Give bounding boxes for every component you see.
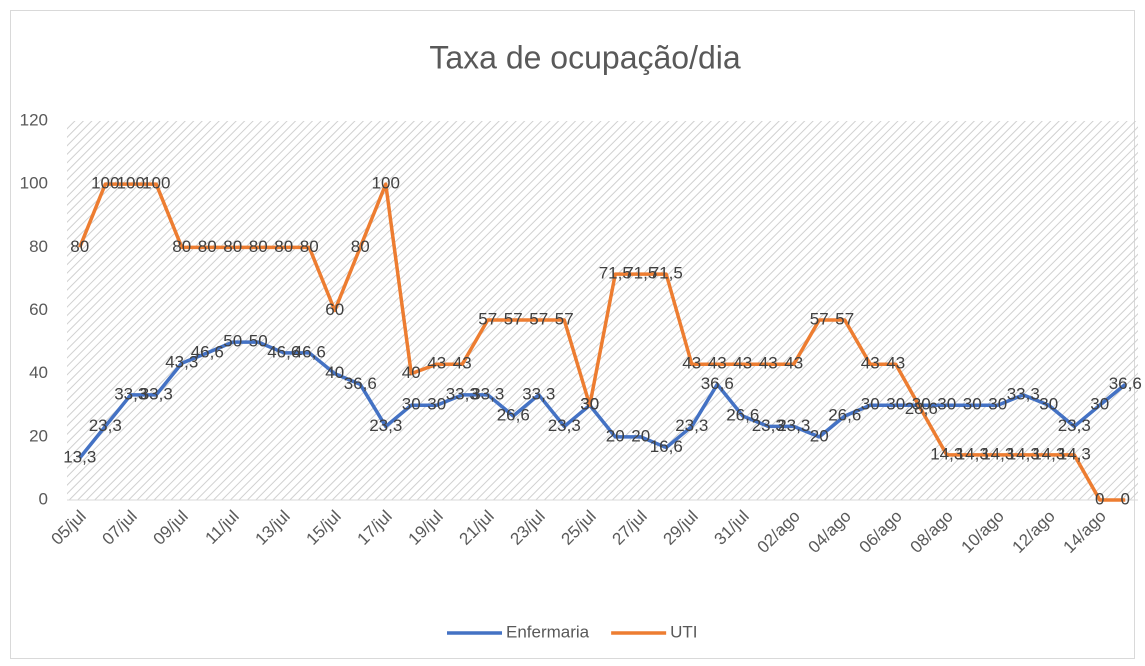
data-label: 40 bbox=[402, 363, 421, 382]
data-label: 60 bbox=[325, 300, 344, 319]
data-label: 43,3 bbox=[165, 353, 198, 372]
legend-label: UTI bbox=[670, 622, 697, 641]
data-label: 20 bbox=[606, 426, 625, 445]
data-label: 80 bbox=[172, 237, 191, 256]
data-label: 80 bbox=[300, 237, 319, 256]
data-label: 57 bbox=[478, 309, 497, 328]
data-label: 13,3 bbox=[63, 447, 96, 466]
data-label: 30 bbox=[912, 395, 931, 414]
data-label: 33,3 bbox=[471, 384, 504, 403]
data-label: 23,3 bbox=[675, 416, 708, 435]
data-label: 30 bbox=[988, 395, 1007, 414]
data-label: 71,5 bbox=[624, 264, 657, 283]
data-label: 23,3 bbox=[752, 416, 785, 435]
data-label: 30 bbox=[963, 395, 982, 414]
data-label: 46,6 bbox=[267, 342, 300, 361]
data-label: 30 bbox=[580, 395, 599, 414]
data-label: 23,3 bbox=[89, 416, 122, 435]
data-label: 80 bbox=[274, 237, 293, 256]
data-label: 43 bbox=[861, 354, 880, 373]
data-label: 33,3 bbox=[1007, 384, 1040, 403]
data-label: 30 bbox=[937, 395, 956, 414]
legend-label: Enfermaria bbox=[506, 622, 590, 641]
data-label: 80 bbox=[249, 237, 268, 256]
data-label: 57 bbox=[555, 309, 574, 328]
data-label: 43 bbox=[708, 354, 727, 373]
data-label: 100 bbox=[91, 174, 119, 193]
data-label: 100 bbox=[117, 174, 145, 193]
data-label: 30 bbox=[580, 395, 599, 414]
data-label: 80 bbox=[223, 237, 242, 256]
series-line bbox=[78, 182, 1126, 502]
data-label: 14,3 bbox=[1007, 444, 1040, 463]
data-label: 46,6 bbox=[293, 342, 326, 361]
data-label: 14,3 bbox=[981, 444, 1014, 463]
plot-area bbox=[67, 121, 1138, 500]
data-label: 43 bbox=[784, 354, 803, 373]
data-label: 14,3 bbox=[1058, 444, 1091, 463]
data-label: 43 bbox=[759, 354, 778, 373]
y-tick-label: 20 bbox=[29, 426, 48, 445]
data-label: 0 bbox=[1095, 489, 1104, 508]
data-label: 20 bbox=[631, 426, 650, 445]
data-label: 46,6 bbox=[191, 342, 224, 361]
data-label: 33,3 bbox=[140, 384, 173, 403]
series-line bbox=[78, 340, 1127, 460]
y-tick-label: 120 bbox=[20, 110, 48, 129]
data-label: 57 bbox=[835, 309, 854, 328]
y-tick-label: 40 bbox=[29, 363, 48, 382]
data-label: 36,6 bbox=[344, 374, 377, 393]
data-label: 43 bbox=[427, 354, 446, 373]
data-label: 16,6 bbox=[650, 437, 683, 456]
data-label: 50 bbox=[223, 332, 242, 351]
data-label: 30 bbox=[427, 395, 446, 414]
data-label: 30 bbox=[861, 395, 880, 414]
data-label: 26,6 bbox=[497, 405, 530, 424]
data-label: 71,5 bbox=[650, 264, 683, 283]
data-label: 30 bbox=[1039, 395, 1058, 414]
data-label: 36,6 bbox=[701, 374, 734, 393]
chart-title: Taxa de ocupação/dia bbox=[429, 39, 741, 75]
data-label: 23,3 bbox=[777, 416, 810, 435]
data-label: 57 bbox=[810, 309, 829, 328]
data-label: 20 bbox=[810, 426, 829, 445]
y-tick-label: 80 bbox=[29, 237, 48, 256]
data-label: 14,3 bbox=[956, 444, 989, 463]
data-label: 23,3 bbox=[548, 416, 581, 435]
data-label: 36,6 bbox=[1109, 374, 1142, 393]
data-label: 80 bbox=[198, 237, 217, 256]
data-label: 30 bbox=[402, 395, 421, 414]
data-label: 57 bbox=[504, 309, 523, 328]
y-tick-label: 100 bbox=[20, 174, 48, 193]
data-label: 57 bbox=[529, 309, 548, 328]
data-label: 33,3 bbox=[446, 384, 479, 403]
data-label: 28,6 bbox=[905, 399, 938, 418]
data-label: 33,3 bbox=[114, 384, 147, 403]
y-tick-label: 0 bbox=[39, 489, 48, 508]
data-label: 43 bbox=[886, 354, 905, 373]
data-label: 23,3 bbox=[1058, 416, 1091, 435]
data-label: 100 bbox=[372, 174, 400, 193]
y-tick-label: 60 bbox=[29, 300, 48, 319]
data-label: 0 bbox=[1121, 489, 1130, 508]
data-label: 23,3 bbox=[369, 416, 402, 435]
data-label: 40 bbox=[325, 363, 344, 382]
data-label: 43 bbox=[733, 354, 752, 373]
data-label: 26,6 bbox=[828, 405, 861, 424]
data-label: 14,3 bbox=[1032, 444, 1065, 463]
data-label: 30 bbox=[886, 395, 905, 414]
data-label: 50 bbox=[249, 332, 268, 351]
data-label: 14,3 bbox=[930, 444, 963, 463]
data-label: 26,6 bbox=[726, 405, 759, 424]
data-label: 43 bbox=[453, 354, 472, 373]
data-label: 80 bbox=[70, 237, 89, 256]
data-label: 71,5 bbox=[599, 264, 632, 283]
data-label: 100 bbox=[142, 174, 170, 193]
data-label: 43 bbox=[682, 354, 701, 373]
data-label: 30 bbox=[1090, 395, 1109, 414]
data-label: 80 bbox=[351, 237, 370, 256]
data-label: 33,3 bbox=[522, 384, 555, 403]
